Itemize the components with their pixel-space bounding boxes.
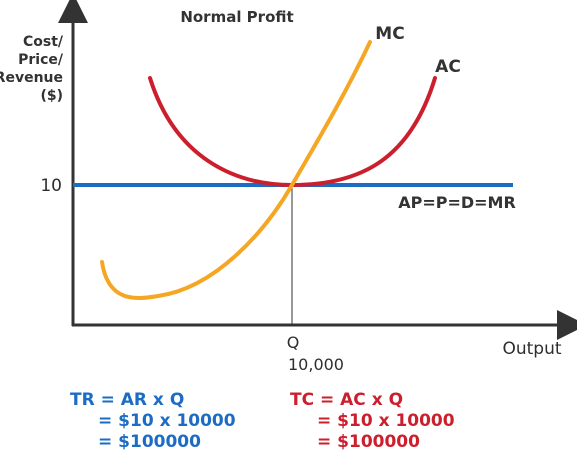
- revenue-equation-line-3: = $100000: [98, 432, 201, 452]
- revenue-equation-line-1: TR = AR x Q: [70, 390, 184, 410]
- y-axis-label-line-2: Price/: [18, 52, 64, 68]
- mc-curve: [102, 42, 370, 298]
- cost-equation-line-1: TC = AC x Q: [290, 390, 403, 410]
- quantity-tick-value: 10,000: [288, 355, 344, 374]
- cost-equation-line-3: = $100000: [317, 432, 420, 452]
- ac-label: AC: [435, 57, 461, 77]
- y-axis-label-line-4: ($): [40, 88, 63, 104]
- quantity-tick-label: Q: [287, 333, 300, 352]
- diagram-title: Normal Profit: [180, 8, 293, 26]
- price-tick-label: 10: [40, 176, 62, 196]
- mc-label: MC: [375, 24, 404, 44]
- y-axis-label-line-1: Cost/: [23, 34, 64, 50]
- cost-equation-line-2: = $10 x 10000: [317, 411, 455, 431]
- y-axis-label-line-3: Revenue: [0, 70, 63, 86]
- x-axis-label: Output: [502, 339, 561, 359]
- revenue-equation-line-2: = $10 x 10000: [98, 411, 236, 431]
- ar-label: AP=P=D=MR: [398, 193, 516, 212]
- ac-curve: [150, 78, 435, 185]
